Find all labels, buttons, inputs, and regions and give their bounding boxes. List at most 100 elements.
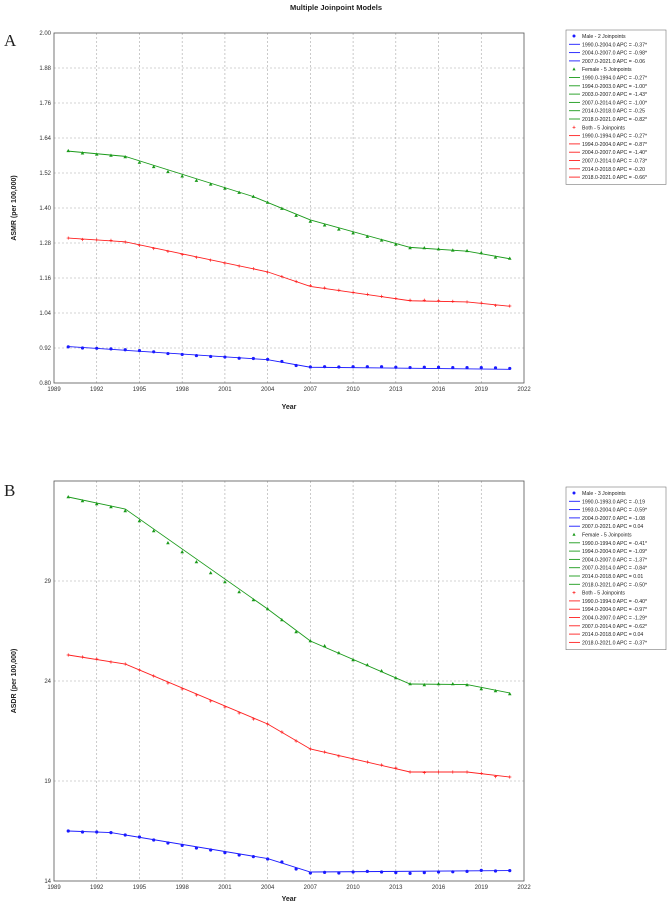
data-point [308, 283, 312, 288]
data-point [323, 365, 327, 369]
data-point [180, 352, 184, 357]
data-point [337, 871, 341, 875]
data-point [365, 760, 369, 764]
data-point [294, 213, 298, 217]
data-point [408, 871, 412, 876]
data-point [451, 870, 455, 874]
data-point [280, 274, 284, 279]
data-point [436, 365, 441, 369]
x-tick-label: 2004 [261, 387, 275, 393]
data-point [351, 290, 355, 294]
data-point [223, 186, 227, 190]
data-point [436, 870, 441, 874]
data-point [151, 529, 156, 533]
data-point [508, 304, 512, 308]
legend-entry: 2004.0-2007.0 APC = -1.08 [582, 516, 645, 522]
data-point [223, 355, 227, 359]
data-point [166, 541, 170, 545]
data-point [308, 747, 312, 751]
data-point [351, 658, 355, 662]
plot-frame [53, 32, 525, 384]
data-point [237, 264, 241, 268]
data-point [294, 739, 298, 743]
data-point [194, 846, 199, 850]
data-point [237, 853, 241, 857]
data-point [394, 296, 398, 301]
data-point [180, 253, 184, 257]
data-point [394, 365, 398, 369]
x-tick-label: 2016 [432, 885, 446, 891]
data-point [479, 250, 484, 255]
data-point [95, 238, 99, 242]
data-point [507, 692, 512, 696]
data-point [209, 354, 213, 359]
legend-marker [572, 67, 576, 71]
y-tick-label: 1.04 [39, 311, 51, 317]
data-point [194, 693, 199, 697]
legend-entry: 2018.0-2021.0 APC = -0.66* [582, 175, 647, 181]
data-point [95, 830, 99, 834]
y-tick-label: 29 [44, 579, 51, 585]
plot-frame [53, 480, 525, 882]
data-point [66, 653, 70, 657]
data-point [379, 763, 384, 767]
legend-entry: 2004.0-2007.0 APC = -1.40* [582, 150, 647, 156]
data-point [465, 683, 469, 687]
data-point [166, 351, 170, 356]
data-point [66, 345, 70, 349]
data-point [422, 298, 426, 302]
data-point [280, 206, 284, 210]
data-point [95, 346, 99, 350]
x-axis-label: Year [282, 404, 297, 411]
data-point [166, 169, 170, 174]
data-point [493, 255, 498, 259]
data-point [280, 359, 284, 364]
data-point [493, 303, 498, 308]
data-point [95, 657, 99, 661]
data-point [465, 248, 469, 253]
data-point [251, 598, 256, 602]
y-tick-label: 0.92 [39, 346, 51, 352]
data-point [180, 174, 184, 178]
panel-letter: B [4, 481, 15, 500]
y-tick-label: 19 [44, 779, 51, 785]
data-point [66, 495, 71, 499]
data-point [209, 258, 213, 262]
legend-marker [572, 125, 576, 129]
data-point [507, 256, 512, 260]
data-point [251, 717, 255, 721]
data-point [280, 618, 284, 622]
data-point [137, 349, 142, 353]
data-point [266, 270, 270, 274]
x-tick-label: 2019 [475, 387, 489, 393]
data-point [151, 164, 156, 169]
data-point [123, 240, 127, 244]
data-point [379, 238, 384, 242]
data-point [251, 855, 255, 859]
data-point [194, 178, 199, 182]
legend-entry: 1990.0-1994.0 APC = -0.27* [582, 134, 647, 140]
data-point [337, 365, 341, 369]
data-point [323, 286, 327, 290]
data-point [80, 237, 85, 242]
data-point [479, 868, 483, 873]
legend-entry: 1990.0-2004.0 APC = -0.37* [582, 42, 647, 48]
legend-marker [572, 491, 576, 495]
data-point [379, 870, 384, 874]
legend-entry: 2007.0-2021.0 APC = -0.06 [582, 59, 645, 65]
legend-marker [572, 34, 576, 38]
y-tick-label: 1.28 [39, 241, 51, 247]
data-point [308, 365, 312, 369]
series-fit-line [68, 346, 510, 370]
data-point [109, 238, 113, 242]
data-point [479, 365, 483, 370]
data-point [365, 292, 369, 296]
data-point [493, 689, 498, 693]
data-point [308, 219, 313, 223]
data-point [508, 775, 512, 779]
data-point [66, 148, 71, 153]
data-point [308, 871, 312, 875]
data-point [166, 681, 170, 685]
data-point [209, 699, 213, 703]
